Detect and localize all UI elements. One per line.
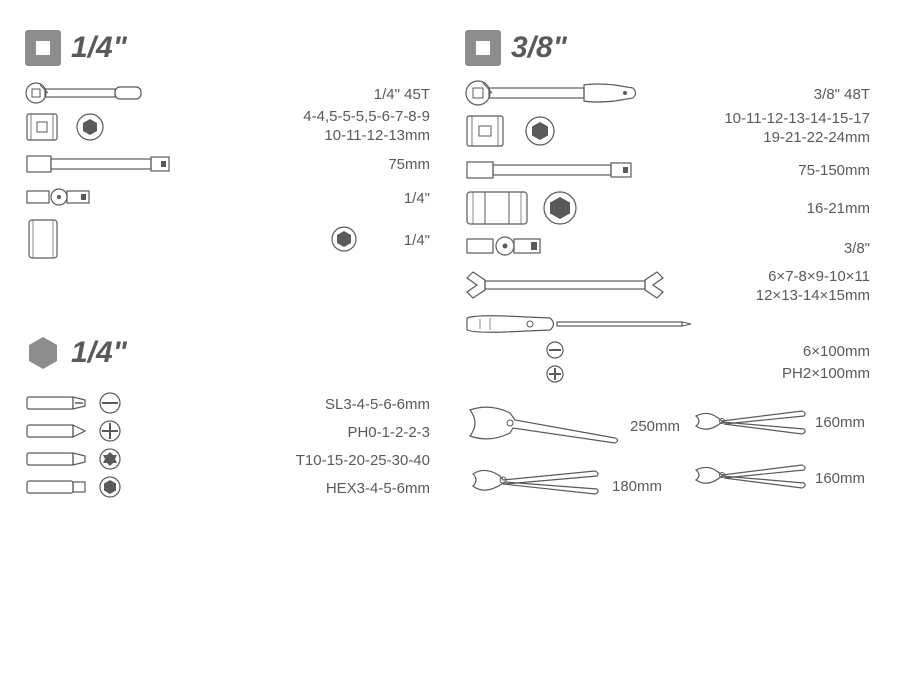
- square-drive-icon: [25, 30, 61, 66]
- spec-sockets-38: 10-11-12-13-14-15-17 19-21-22-24mm: [724, 110, 870, 148]
- bit-hex-icon: [25, 476, 125, 498]
- spec-ujoint-14: 1/4": [404, 190, 430, 209]
- waterpump-pliers-icon: [465, 398, 625, 448]
- spec-adapter-14: 1/4": [404, 232, 430, 251]
- side-cutters-icon: [690, 398, 810, 444]
- ratchet-38-icon: [465, 80, 640, 106]
- sparkplug-socket-icon: [465, 190, 585, 226]
- header-label: 1/4": [71, 31, 127, 65]
- spec-plier2: 180mm: [612, 478, 662, 497]
- spec-sd-slot: 6×100mm: [803, 343, 870, 362]
- header-label: 3/8": [511, 31, 567, 65]
- bit-sl-icon: [25, 392, 125, 414]
- square-drive-icon: [465, 30, 501, 66]
- spec-ujoint-38: 3/8": [844, 240, 870, 259]
- spec-bit-tx: T10-15-20-25-30-40: [296, 452, 430, 471]
- spec-plier4: 160mm: [815, 470, 865, 489]
- spec-line: 4-4,5-5-5,5-6-7-8-9: [303, 108, 430, 125]
- spec-line: 12×13-14×15mm: [756, 287, 870, 304]
- spec-spark-38: 16-21mm: [807, 200, 870, 219]
- screwdriver-tips-icon: [545, 340, 565, 384]
- spec-bit-hex: HEX3-4-5-6mm: [326, 480, 430, 499]
- side-cutters-icon: [690, 452, 810, 498]
- spec-line: 10-11-12-13-14-15-17: [724, 110, 870, 127]
- spec-line: 6×7-8×9-10×11: [768, 268, 870, 285]
- spec-plier3: 160mm: [815, 414, 865, 433]
- ujoint-14-icon: [25, 186, 105, 208]
- extension-14-icon: [25, 152, 175, 176]
- adapter-14-icon: [25, 218, 61, 260]
- extension-38-icon: [465, 158, 635, 182]
- hex-icon: [330, 225, 358, 253]
- ratchet-14-icon: [25, 82, 145, 104]
- spec-spanner: 6×7-8×9-10×11 12×13-14×15mm: [756, 268, 870, 306]
- spec-ratchet-14: 1/4" 45T: [374, 86, 430, 105]
- spanner-icon: [465, 268, 665, 302]
- socket-38-icon: [465, 114, 565, 148]
- header-square-14: 1/4": [25, 30, 127, 66]
- spec-line: 19-21-22-24mm: [763, 129, 870, 146]
- screwdriver-icon: [465, 312, 695, 336]
- spec-bit-ph: PH0-1-2-2-3: [347, 424, 430, 443]
- bit-tx-icon: [25, 448, 125, 470]
- spec-extension-14: 75mm: [388, 156, 430, 175]
- header-label: 1/4": [71, 336, 127, 370]
- spec-sd-ph: PH2×100mm: [782, 365, 870, 384]
- hex-drive-icon: [25, 335, 61, 371]
- spec-line: 10-11-12-13mm: [324, 127, 430, 144]
- spec-extension-38: 75-150mm: [798, 162, 870, 181]
- spec-plier1: 250mm: [630, 418, 680, 437]
- ujoint-38-icon: [465, 234, 555, 258]
- socket-14-icon: [25, 112, 115, 142]
- combination-pliers-icon: [465, 456, 605, 504]
- header-hex-14: 1/4": [25, 335, 127, 371]
- spec-sockets-14: 4-4,5-5-5,5-6-7-8-9 10-11-12-13mm: [303, 108, 430, 146]
- spec-bit-sl: SL3-4-5-6-6mm: [325, 396, 430, 415]
- header-square-38: 3/8": [465, 30, 567, 66]
- bit-ph-icon: [25, 420, 125, 442]
- spec-ratchet-38: 3/8" 48T: [814, 86, 870, 105]
